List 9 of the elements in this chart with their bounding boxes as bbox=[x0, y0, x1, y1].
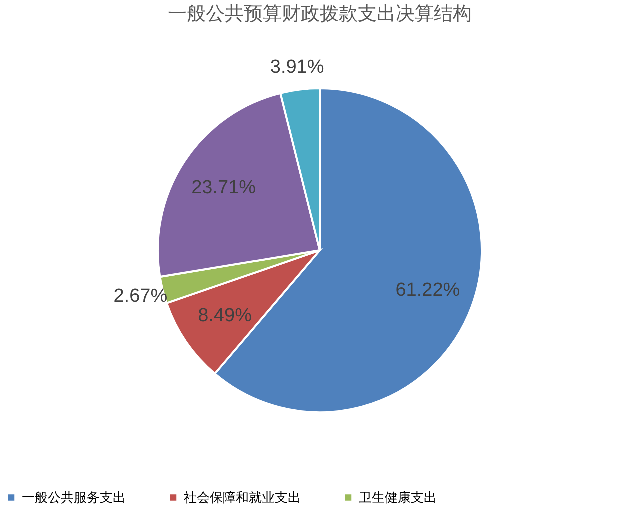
legend-label: 社会保障和就业支出 bbox=[184, 490, 301, 505]
data-label: 2.67% bbox=[114, 286, 168, 307]
legend-label: 一般公共服务支出 bbox=[22, 490, 126, 505]
data-label: 8.49% bbox=[198, 305, 252, 326]
data-label: 3.91% bbox=[270, 56, 324, 78]
chart-title: 一般公共预算财政拨款支出决算结构 bbox=[168, 4, 472, 25]
legend-label: 卫生健康支出 bbox=[359, 490, 437, 505]
data-label: 61.22% bbox=[396, 280, 460, 302]
data-label: 23.71% bbox=[192, 177, 256, 198]
